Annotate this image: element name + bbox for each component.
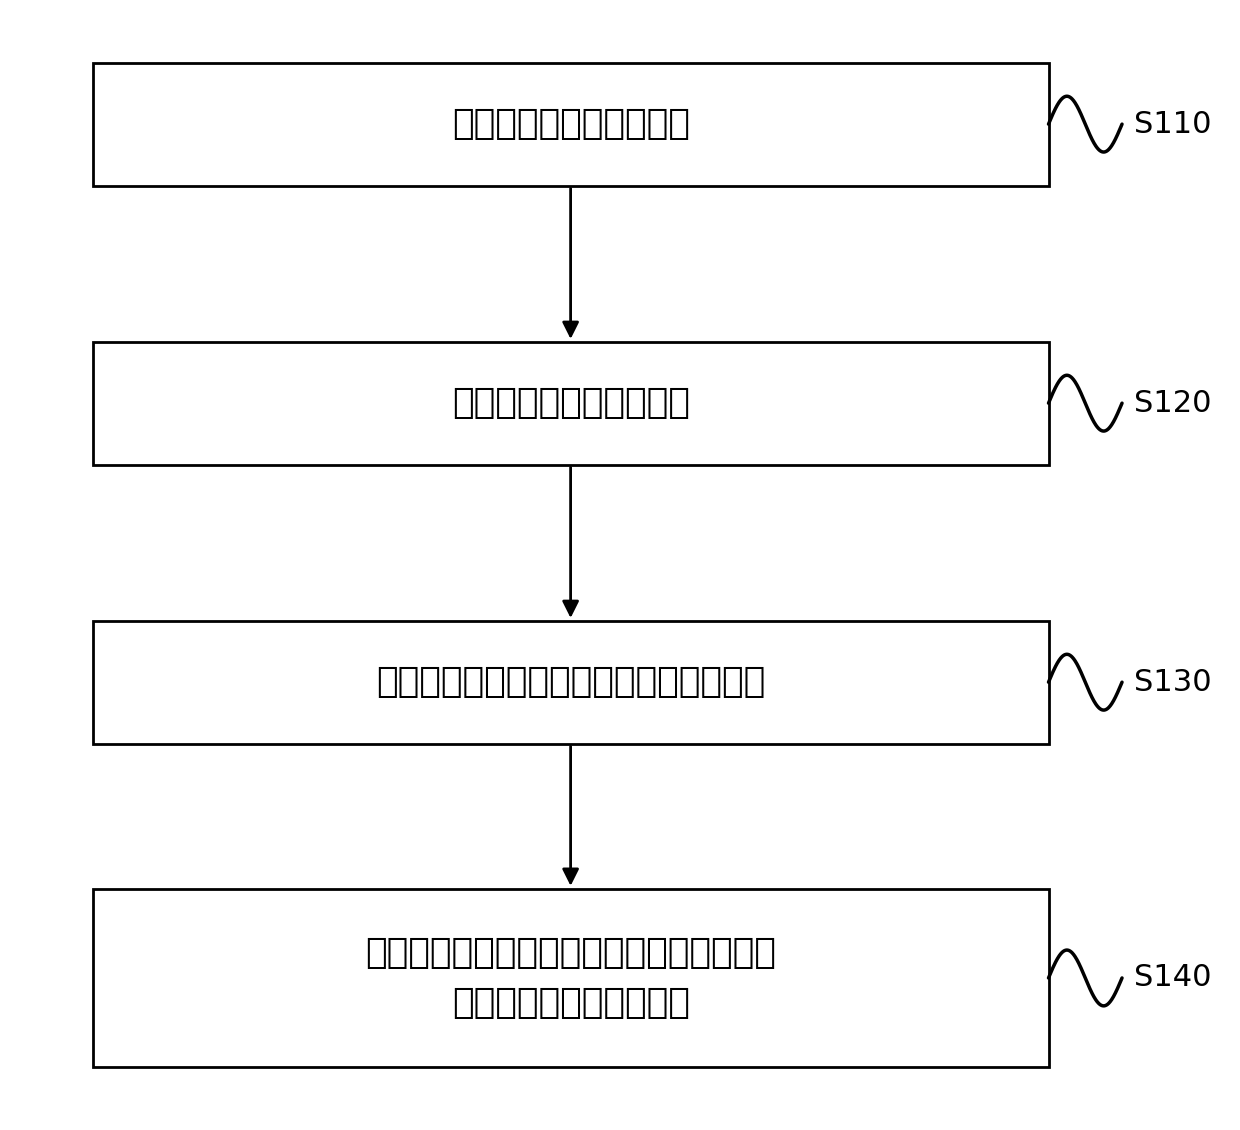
Bar bbox=[93, 620, 1049, 744]
Text: S120: S120 bbox=[1135, 389, 1211, 418]
Text: 获取用户输入的升档指令: 获取用户输入的升档指令 bbox=[451, 107, 689, 141]
Text: 判断电池的当前荷电状态所处的阈值范围: 判断电池的当前荷电状态所处的阈值范围 bbox=[376, 666, 765, 699]
Text: S140: S140 bbox=[1135, 964, 1211, 992]
Text: 根据电池的当前荷电状态所处的阈值范围，
调整目标档位的换挡速度: 根据电池的当前荷电状态所处的阈值范围， 调整目标档位的换挡速度 bbox=[365, 936, 776, 1020]
Text: S110: S110 bbox=[1135, 110, 1211, 139]
Bar bbox=[93, 341, 1049, 464]
Text: S130: S130 bbox=[1135, 668, 1211, 697]
Bar bbox=[93, 888, 1049, 1067]
Text: 获取电池的当前荷电状态: 获取电池的当前荷电状态 bbox=[451, 386, 689, 420]
Bar bbox=[93, 63, 1049, 185]
